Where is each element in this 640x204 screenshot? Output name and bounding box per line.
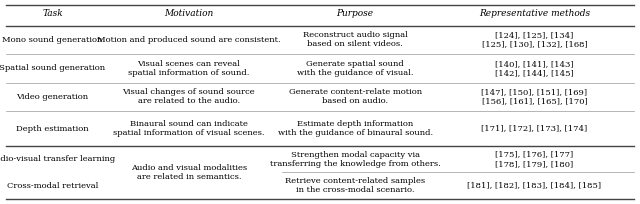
Text: Motivation: Motivation — [164, 9, 213, 18]
Text: Generate content-relate motion
based on audio.: Generate content-relate motion based on … — [289, 88, 422, 105]
Text: [175], [176], [177]
[178], [179], [180]: [175], [176], [177] [178], [179], [180] — [495, 151, 573, 168]
Text: Audio and visual modalities
are related in semantics.: Audio and visual modalities are related … — [131, 164, 247, 181]
Text: Task: Task — [42, 9, 63, 18]
Text: Reconstruct audio signal
based on silent videos.: Reconstruct audio signal based on silent… — [303, 31, 408, 48]
Text: Estimate depth information
with the guidance of binaural sound.: Estimate depth information with the guid… — [278, 120, 433, 137]
Text: Depth estimation: Depth estimation — [16, 124, 89, 133]
Text: [147], [150], [151], [169]
[156], [161], [165], [170]: [147], [150], [151], [169] [156], [161],… — [481, 88, 588, 105]
Text: [171], [172], [173], [174]: [171], [172], [173], [174] — [481, 124, 588, 133]
Text: Visual changes of sound source
are related to the audio.: Visual changes of sound source are relat… — [122, 88, 255, 105]
Text: Visual scenes can reveal
spatial information of sound.: Visual scenes can reveal spatial informa… — [128, 60, 250, 77]
Text: [181], [182], [183], [184], [185]: [181], [182], [183], [184], [185] — [467, 182, 602, 190]
Text: Spatial sound generation: Spatial sound generation — [0, 64, 106, 72]
Text: Mono sound generation: Mono sound generation — [3, 36, 102, 44]
Text: Retrieve content-related samples
in the cross-modal scenario.: Retrieve content-related samples in the … — [285, 177, 425, 194]
Text: Purpose: Purpose — [337, 9, 374, 18]
Text: [140], [141], [143]
[142], [144], [145]: [140], [141], [143] [142], [144], [145] — [495, 60, 574, 77]
Text: Strengthen modal capacity via
transferring the knowledge from others.: Strengthen modal capacity via transferri… — [270, 151, 440, 168]
Text: [124], [125], [134]
[125], [130], [132], [168]: [124], [125], [134] [125], [130], [132],… — [481, 31, 588, 48]
Text: Generate spatial sound
with the guidance of visual.: Generate spatial sound with the guidance… — [297, 60, 413, 77]
Text: Audio-visual transfer learning: Audio-visual transfer learning — [0, 155, 116, 163]
Text: Binaural sound can indicate
spatial information of visual scenes.: Binaural sound can indicate spatial info… — [113, 120, 264, 137]
Text: Representative methods: Representative methods — [479, 9, 590, 18]
Text: Cross-modal retrieval: Cross-modal retrieval — [7, 182, 98, 190]
Text: Video generation: Video generation — [17, 93, 88, 101]
Text: Motion and produced sound are consistent.: Motion and produced sound are consistent… — [97, 36, 280, 44]
